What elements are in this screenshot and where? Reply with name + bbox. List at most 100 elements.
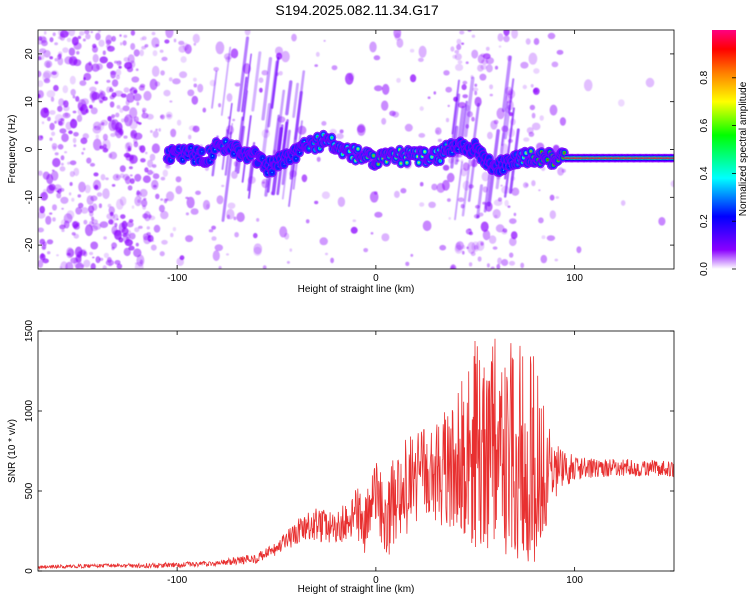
spectrogram-noise-blob	[180, 56, 187, 63]
spectrogram-noise-blob	[323, 39, 326, 42]
spectrogram-noise-blob	[91, 216, 95, 221]
spectrogram-noise-blob	[42, 188, 48, 194]
spectrogram-noise-blob	[462, 250, 465, 255]
spectrogram-noise-blob	[161, 56, 168, 62]
spectrogram-noise-blob	[76, 114, 83, 122]
spectrogram-noise-blob	[52, 157, 61, 168]
spectrogram-noise-blob	[60, 219, 67, 227]
spectrogram-noise-blob	[58, 98, 65, 107]
spectrogram-noise-blob	[106, 79, 111, 83]
spectrogram-noise-blob	[79, 249, 87, 256]
spectrogram-noise-blob	[561, 168, 566, 173]
spectrogram-noise-blob	[72, 221, 79, 229]
spectrogram-noise-blob	[68, 192, 72, 196]
spectrogram-noise-blob	[43, 31, 47, 35]
spectrogram-noise-blob	[520, 262, 525, 269]
spectrogram-noise-blob	[151, 240, 155, 243]
spectrogram-ridge-cell	[563, 152, 566, 154]
spectrogram-noise-blob	[90, 241, 99, 250]
spectrogram-noise-blob	[139, 196, 143, 199]
spectrogram-noise-blob	[61, 229, 65, 233]
spectrogram-noise-blob	[540, 254, 548, 264]
spectrogram-streak	[261, 56, 273, 121]
spectrogram-noise-blob	[321, 191, 330, 199]
spectrogram-noise-blob	[76, 51, 80, 55]
spectrogram-noise-blob	[61, 207, 64, 210]
spectrogram-noise-blob	[456, 38, 462, 45]
spectrogram-noise-blob	[551, 61, 559, 68]
spectrogram-noise-blob	[53, 184, 62, 193]
spectrogram-noise-blob	[314, 200, 319, 205]
spectrogram-noise-blob	[471, 116, 475, 122]
spectrogram-noise-blob	[160, 70, 165, 76]
spectrogram-noise-blob	[129, 232, 136, 240]
spectrogram-noise-blob	[62, 112, 71, 119]
spectrogram-noise-blob	[161, 239, 168, 245]
spectrogram-noise-blob	[169, 100, 173, 103]
spectrogram-noise-blob	[153, 224, 161, 233]
spectrogram-noise-blob	[150, 244, 157, 251]
spectrogram-noise-blob	[133, 137, 138, 144]
spectrogram-noise-blob	[184, 44, 192, 55]
spectrogram-xlabel: Height of straight line (km)	[298, 284, 415, 295]
spectrogram-noise-blob	[90, 107, 98, 115]
spectrogram-noise-blob	[96, 192, 103, 197]
spectrogram-noise-blob	[143, 197, 147, 201]
spectrogram-noise-blob	[442, 164, 450, 171]
spectrogram-noise-blob	[131, 205, 135, 209]
spectrogram-noise-blob	[134, 173, 142, 182]
spectrogram-noise-blob	[193, 42, 197, 46]
spectrogram-noise-blob	[511, 187, 520, 196]
spectrogram-noise-blob	[96, 63, 103, 70]
spectrogram-ridge-cell	[211, 155, 214, 157]
spectrogram-noise-blob	[418, 57, 424, 63]
spectrogram-noise-blob	[262, 265, 267, 269]
spectrogram-noise-blob	[92, 256, 95, 259]
spectrogram-noise-blob	[71, 36, 79, 46]
spectrogram-noise-blob	[152, 50, 158, 57]
spectrogram-noise-blob	[144, 167, 149, 173]
spectrogram-noise-blob	[111, 246, 115, 251]
spectrogram-noise-blob	[47, 251, 51, 255]
spectrogram-noise-blob	[221, 184, 225, 188]
spectrogram-noise-blob	[253, 232, 258, 239]
spectrogram-noise-blob	[576, 246, 582, 254]
spectrogram-noise-blob	[54, 58, 58, 62]
spectrogram-ridge-cell	[214, 148, 216, 151]
spectrogram-noise-blob	[459, 30, 465, 35]
spectrogram-ridge-cell	[431, 156, 433, 158]
spectrogram-noise-blob	[258, 77, 264, 83]
spectrogram-noise-blob	[49, 56, 53, 60]
spectrogram-noise-blob	[38, 227, 44, 233]
colorbar-label: Normalized spectral amplitude	[738, 81, 749, 216]
spectrogram-noise-blob	[325, 252, 328, 256]
spectrogram-noise-blob	[59, 128, 67, 134]
spectrogram-noise-blob	[126, 221, 134, 228]
spectrogram-noise-blob	[348, 72, 355, 81]
spectrogram-noise-blob	[213, 67, 219, 72]
spectrogram-noise-blob	[118, 60, 122, 65]
spectrogram-noise-blob	[38, 259, 44, 268]
spectrogram-noise-blob	[150, 130, 153, 133]
spectrogram-ridge-cell	[331, 136, 333, 139]
spectrogram-ridge-cell	[502, 169, 505, 172]
spectrogram-noise-blob	[67, 161, 71, 165]
spectrogram-noise-blob	[143, 211, 151, 222]
spectrogram-noise-blob	[133, 49, 140, 57]
spectrogram-noise-blob	[556, 49, 564, 55]
spectrogram-noise-blob	[510, 231, 518, 240]
spectrogram-ridge-cell	[418, 161, 420, 164]
spectrogram-noise-blob	[155, 128, 158, 131]
spectrogram-noise-blob	[45, 61, 51, 68]
spectrogram-noise-blob	[115, 112, 120, 118]
spectrogram-noise-blob	[58, 53, 62, 58]
spectrogram-streak	[236, 36, 250, 112]
spectrogram-noise-blob	[56, 192, 62, 199]
spectrogram-noise-blob	[149, 153, 156, 161]
spectrogram-noise-blob	[226, 93, 233, 102]
spectrogram-noise-blob	[462, 94, 469, 99]
spectrogram-noise-blob	[38, 135, 44, 141]
spectrogram-noise-blob	[278, 71, 283, 76]
spectrogram-noise-blob	[91, 203, 98, 211]
